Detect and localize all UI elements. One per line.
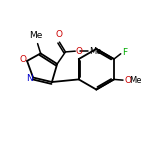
Text: O: O (55, 30, 62, 39)
Text: Me: Me (89, 47, 101, 56)
Text: N: N (26, 74, 32, 83)
Text: O: O (76, 47, 83, 56)
Text: Me: Me (130, 76, 142, 85)
Text: F: F (122, 48, 127, 57)
Text: O: O (19, 55, 26, 64)
Text: O: O (124, 76, 131, 85)
Text: Me: Me (29, 31, 43, 40)
